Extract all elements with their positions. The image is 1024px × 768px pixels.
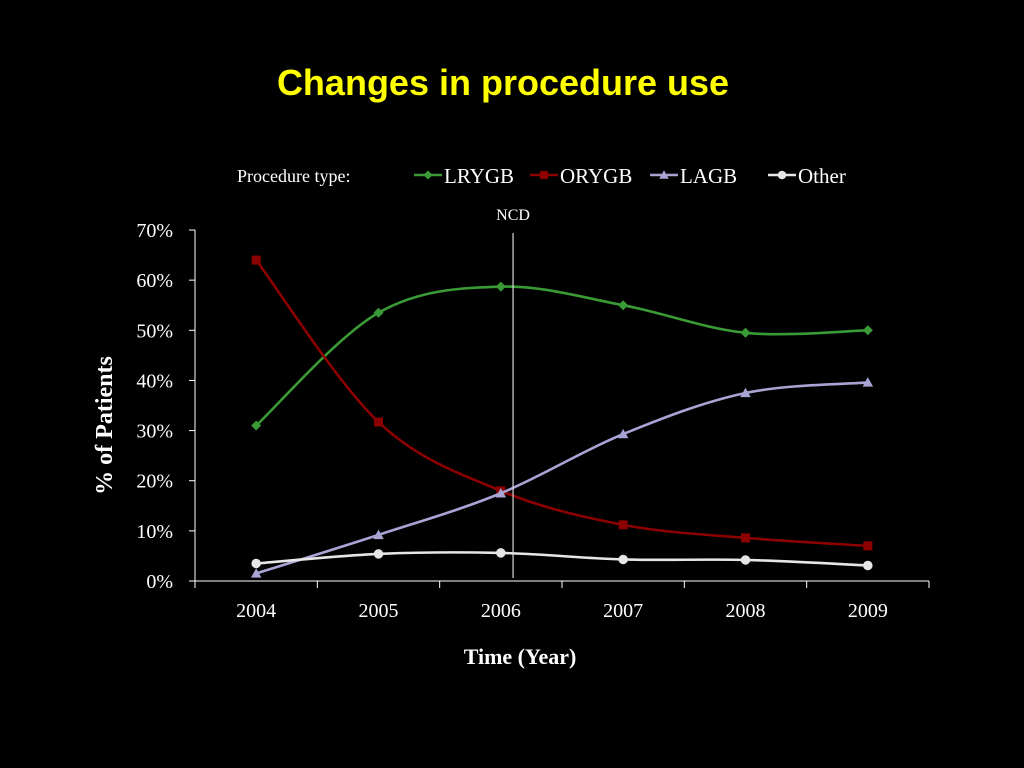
data-point [618, 554, 628, 565]
series-line-other [256, 551, 868, 567]
y-tick-label: 20% [136, 471, 173, 493]
data-point [618, 520, 628, 530]
x-tick-label: 2004 [236, 600, 276, 622]
y-tick-label: 0% [146, 571, 173, 593]
data-point [495, 488, 507, 498]
data-point [741, 533, 750, 543]
series-lrygb [251, 281, 873, 431]
data-point [250, 568, 262, 578]
y-tick-label: 10% [136, 521, 173, 543]
y-axis-title: % of Patients [92, 356, 118, 495]
data-point [862, 377, 874, 387]
data-point [740, 327, 751, 338]
x-tick-label: 2007 [603, 600, 643, 622]
legend-item-other: Other [768, 164, 846, 188]
data-point [617, 428, 629, 439]
legend-item-lrygb: LRYGB [414, 164, 514, 188]
x-axis-title: Time (Year) [464, 644, 577, 669]
data-point [740, 555, 751, 565]
data-point [373, 529, 384, 540]
data-point [374, 417, 383, 427]
legend-title: Procedure type: [237, 166, 350, 186]
y-tick-label: 70% [136, 220, 173, 242]
y-tick-label: 50% [136, 320, 173, 342]
series-line-lagb [255, 381, 868, 575]
chart-legend: Procedure type: LRYGB ORYGB LAGB Other [237, 164, 846, 188]
legend-label: LRYGB [444, 164, 514, 188]
series-orygb [251, 255, 873, 551]
y-tick-label: 40% [136, 370, 173, 392]
slide-title: Changes in procedure use [276, 62, 730, 103]
legend-label: ORYGB [560, 164, 632, 188]
data-point [251, 420, 262, 431]
data-point [862, 325, 873, 336]
data-point [251, 255, 261, 265]
series-line-orygb [255, 259, 868, 548]
x-tick-label: 2005 [359, 600, 399, 622]
data-point [863, 560, 873, 571]
series-lagb [250, 377, 874, 578]
legend-marker [423, 170, 433, 180]
data-point [251, 558, 261, 569]
x-tick-label: 2006 [481, 600, 521, 622]
y-tick-label: 30% [136, 421, 173, 443]
data-point [740, 387, 751, 398]
legend-item-lagb: LAGB [650, 164, 737, 188]
ncd-label: NCD [496, 207, 530, 224]
data-point [495, 281, 506, 292]
y-tick-label: 60% [136, 270, 173, 292]
legend-marker [659, 170, 669, 179]
legend-marker [539, 170, 549, 180]
legend-label: Other [798, 164, 846, 188]
data-point [618, 300, 629, 311]
series-layer [250, 255, 874, 578]
legend-item-orygb: ORYGB [530, 164, 632, 188]
ncd-annotation: NCD [496, 207, 530, 578]
legend-marker [777, 170, 787, 180]
x-tick-label: 2008 [726, 600, 766, 622]
chart-axes: 0% 10% 20% 30% 40% 50% 60% 70% 2004 2005 2006 2007 2… [92, 220, 930, 669]
legend-label: LAGB [680, 164, 737, 188]
series-line-lrygb [255, 285, 868, 427]
series-other [251, 548, 873, 571]
data-point [373, 549, 384, 559]
data-point [373, 307, 384, 318]
x-tick-label: 2009 [848, 600, 888, 622]
data-point [496, 548, 506, 558]
data-point [863, 541, 873, 551]
